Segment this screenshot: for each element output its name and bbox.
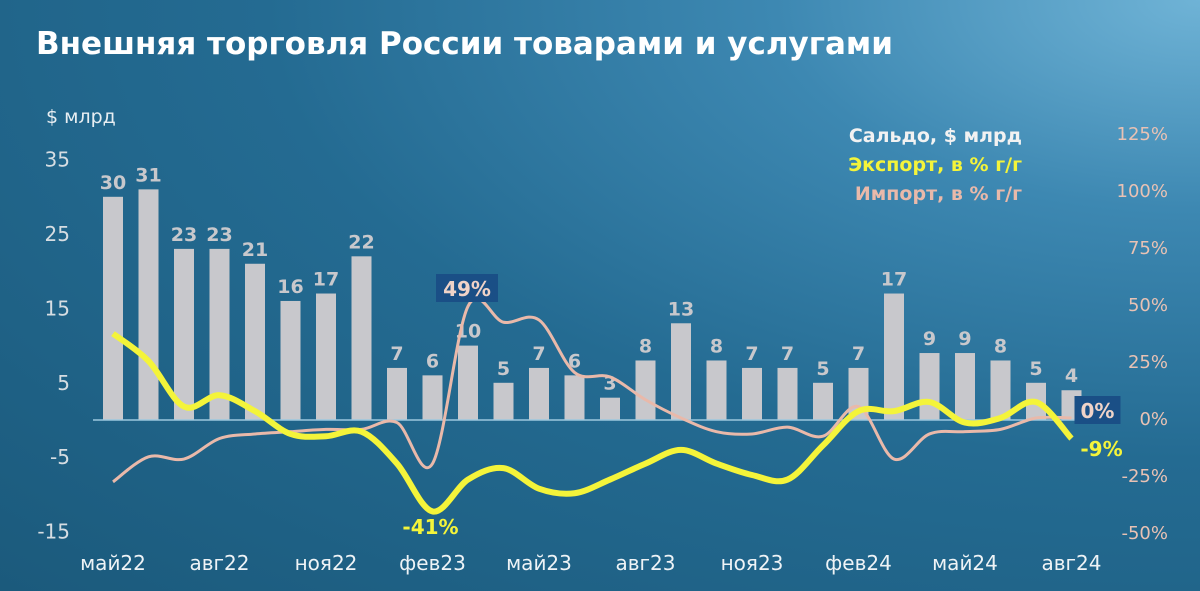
x-tick-label: май23 xyxy=(506,551,572,575)
bar xyxy=(529,367,549,420)
right-tick-label: 75% xyxy=(1128,238,1168,259)
bar xyxy=(245,263,265,420)
bar-value-label: 16 xyxy=(277,276,303,298)
bar xyxy=(351,256,372,420)
bar-value-label: 13 xyxy=(668,298,694,320)
right-tick-label: -50% xyxy=(1121,523,1168,544)
annotation-label: -41% xyxy=(402,515,458,539)
x-tick-label: май24 xyxy=(932,551,998,575)
bar-value-label: 22 xyxy=(348,231,374,253)
bar-value-label: 23 xyxy=(206,224,232,246)
annotation-box xyxy=(1074,396,1121,424)
x-tick-label: ноя23 xyxy=(721,551,784,575)
legend-balance: Сальдо, $ млрд xyxy=(848,125,1022,147)
bar-value-label: 8 xyxy=(994,335,1007,357)
x-tick-label: авг22 xyxy=(190,551,250,575)
x-tick-label: май22 xyxy=(80,551,146,575)
legend: Сальдо, $ млрд Экспорт, в % г/г Импорт, … xyxy=(848,122,1022,209)
x-tick-label: фев24 xyxy=(825,551,892,575)
bar-value-label: 17 xyxy=(313,269,339,291)
chart-title: Внешняя торговля России товарами и услуг… xyxy=(36,26,893,62)
import-line xyxy=(112,297,1072,484)
bar-value-label: 6 xyxy=(426,350,439,372)
bar xyxy=(813,382,833,420)
bar-value-label: 8 xyxy=(710,335,723,357)
bar-value-label: 23 xyxy=(171,224,197,246)
bar-value-label: 30 xyxy=(100,172,126,194)
right-tick-label: 25% xyxy=(1128,352,1168,373)
bar xyxy=(493,382,514,420)
right-tick-label: 0% xyxy=(1139,409,1168,430)
bar-value-label: 21 xyxy=(242,239,268,261)
bar-value-label: 7 xyxy=(745,343,758,365)
bar xyxy=(387,367,407,420)
bar xyxy=(990,360,1011,420)
bar xyxy=(103,196,123,420)
bar-value-label: 17 xyxy=(881,269,907,291)
bar xyxy=(635,360,656,420)
bar xyxy=(955,353,975,420)
bar xyxy=(706,360,727,420)
bar xyxy=(280,300,301,420)
bar-value-label: 7 xyxy=(781,343,794,365)
bar xyxy=(884,293,904,420)
bar xyxy=(422,375,443,420)
bar-value-label: 31 xyxy=(135,164,161,186)
legend-import: Импорт, в % г/г xyxy=(854,183,1022,205)
bar xyxy=(316,293,336,420)
annotation-label: -9% xyxy=(1080,437,1122,461)
left-tick-label: 5 xyxy=(57,371,70,395)
bar-value-label: 8 xyxy=(639,335,652,357)
bar xyxy=(458,345,478,420)
bar xyxy=(919,353,940,420)
x-tick-label: авг24 xyxy=(1042,551,1102,575)
left-tick-label: 25 xyxy=(45,222,70,246)
x-tick-label: фев23 xyxy=(399,551,466,575)
bar-value-label: 5 xyxy=(1029,358,1042,380)
left-tick-label: 15 xyxy=(45,296,70,320)
bar-value-label: 9 xyxy=(923,328,936,350)
legend-export: Экспорт, в % г/г xyxy=(848,154,1022,176)
x-tick-label: ноя22 xyxy=(295,551,358,575)
bar-value-label: 7 xyxy=(532,343,545,365)
bar xyxy=(174,248,194,420)
left-tick-label: -5 xyxy=(50,445,70,469)
bar xyxy=(671,323,691,420)
bar xyxy=(209,248,230,420)
x-tick-label: авг23 xyxy=(616,551,676,575)
bar xyxy=(138,189,159,420)
right-tick-label: 100% xyxy=(1117,181,1168,202)
right-tick-label: 125% xyxy=(1117,124,1168,145)
bar-value-label: 5 xyxy=(497,358,510,380)
left-tick-label: 35 xyxy=(45,148,70,172)
annotation-label: 0% xyxy=(1081,399,1115,423)
annotation-label: 49% xyxy=(443,277,491,301)
bar xyxy=(564,375,585,420)
annotation-box xyxy=(436,274,498,302)
bar-value-label: 4 xyxy=(1065,365,1078,387)
bar xyxy=(742,367,762,420)
bar-value-label: 5 xyxy=(816,358,829,380)
left-axis-unit: $ млрд xyxy=(46,106,116,128)
bar-value-label: 9 xyxy=(958,328,971,350)
right-tick-label: 50% xyxy=(1128,295,1168,316)
export-line xyxy=(111,331,1074,515)
bar xyxy=(777,367,798,420)
left-tick-label: -15 xyxy=(37,520,70,544)
right-tick-label: -25% xyxy=(1121,466,1168,487)
bar-value-label: 7 xyxy=(390,343,403,365)
bar-value-label: 7 xyxy=(852,343,865,365)
bar xyxy=(600,397,620,420)
